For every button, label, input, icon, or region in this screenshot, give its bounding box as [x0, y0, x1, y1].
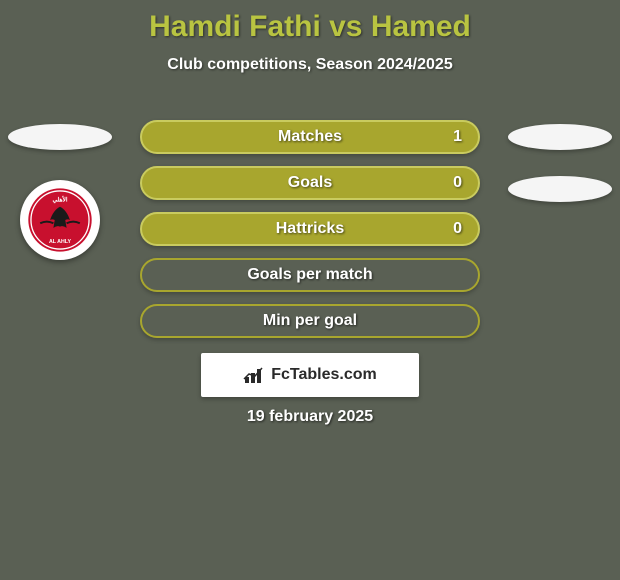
player-right-pill-2	[508, 176, 612, 202]
svg-text:AL AHLY: AL AHLY	[49, 239, 72, 245]
bar-chart-icon	[243, 365, 267, 385]
club-badge: الأهلي AL AHLY	[20, 180, 100, 260]
page-title: Hamdi Fathi vs Hamed	[0, 0, 620, 44]
stat-bar-min-per-goal: Min per goal	[140, 304, 480, 338]
stat-value: 0	[453, 220, 462, 238]
logo-text: FcTables.com	[271, 366, 377, 384]
date-label: 19 february 2025	[0, 408, 620, 426]
stats-panel: Matches 1 Goals 0 Hattricks 0 Goals per match M…	[140, 120, 480, 350]
stat-value: 1	[453, 128, 462, 146]
stat-label: Min per goal	[263, 312, 357, 330]
player-right-pill-1	[508, 124, 612, 150]
subtitle: Club competitions, Season 2024/2025	[0, 56, 620, 74]
stat-label: Hattricks	[276, 220, 344, 238]
fctables-logo: FcTables.com	[201, 353, 419, 397]
stat-label: Goals	[288, 174, 332, 192]
stat-label: Matches	[278, 128, 342, 146]
al-ahly-crest-icon: الأهلي AL AHLY	[27, 187, 93, 253]
stat-bar-goals-per-match: Goals per match	[140, 258, 480, 292]
stat-bar-hattricks: Hattricks 0	[140, 212, 480, 246]
stat-bar-matches: Matches 1	[140, 120, 480, 154]
stat-value: 0	[453, 174, 462, 192]
stat-label: Goals per match	[247, 266, 372, 284]
player-left-pill-1	[8, 124, 112, 150]
stat-bar-goals: Goals 0	[140, 166, 480, 200]
